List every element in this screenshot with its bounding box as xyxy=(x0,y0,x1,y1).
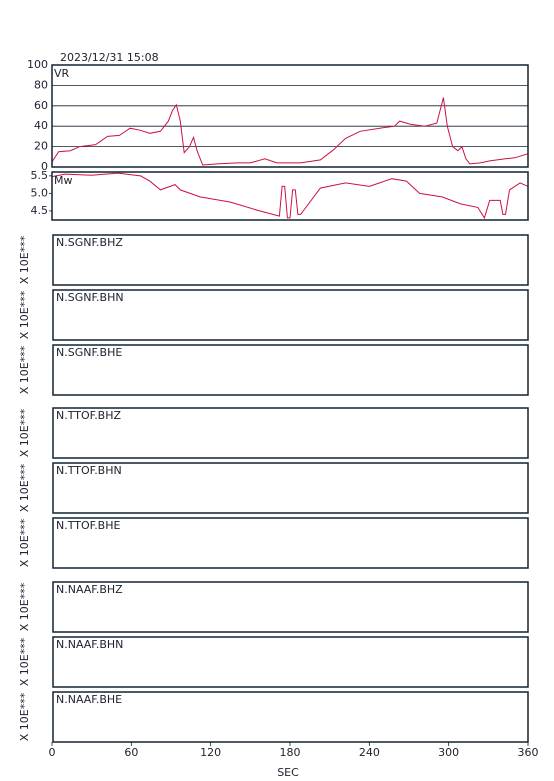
station-label: N.TTOF.BHZ xyxy=(56,409,122,422)
trace xyxy=(51,97,529,166)
x-tick-label: 0 xyxy=(49,746,56,759)
panel-frame xyxy=(51,64,529,168)
waveform-frame xyxy=(52,691,529,743)
y-tick-label: 5.5 xyxy=(31,169,49,182)
unit-label: X 10E*** xyxy=(18,345,31,394)
unit-label: X 10E*** xyxy=(18,692,31,741)
x-tick-label: 120 xyxy=(200,746,221,759)
y-tick-label: 5.0 xyxy=(31,186,49,199)
x-tick-label: 60 xyxy=(124,746,138,759)
unit-label: X 10E*** xyxy=(18,518,31,567)
station-label: N.TTOF.BHN xyxy=(56,464,122,477)
station-label: N.SGNF.BHE xyxy=(56,346,122,359)
y-tick-label: 4.5 xyxy=(31,204,49,217)
waveform-frame xyxy=(52,581,529,633)
x-tick-label: 300 xyxy=(438,746,459,759)
station-label: N.NAAF.BHE xyxy=(56,693,122,706)
station-label: N.NAAF.BHZ xyxy=(56,583,123,596)
unit-label: X 10E*** xyxy=(18,290,31,339)
y-tick-label: 40 xyxy=(34,119,48,132)
y-tick-label: 60 xyxy=(34,99,48,112)
panel-label: VR xyxy=(54,67,70,80)
station-label: N.TTOF.BHE xyxy=(56,519,121,532)
y-tick-label: 80 xyxy=(34,78,48,91)
unit-label: X 10E*** xyxy=(18,235,31,284)
y-tick-label: 100 xyxy=(27,58,48,71)
x-tick-label: 360 xyxy=(518,746,539,759)
waveform-frame xyxy=(52,517,529,569)
unit-label: X 10E*** xyxy=(18,463,31,512)
unit-label: X 10E*** xyxy=(18,637,31,686)
unit-label: X 10E*** xyxy=(18,582,31,631)
unit-label: X 10E*** xyxy=(18,408,31,457)
trace xyxy=(51,172,529,220)
station-label: N.SGNF.BHN xyxy=(56,291,124,304)
y-tick-label: 20 xyxy=(34,140,48,153)
x-axis-label: SEC xyxy=(277,766,299,779)
x-tick-label: 240 xyxy=(359,746,380,759)
waveform-frame xyxy=(52,462,529,514)
station-label: N.NAAF.BHN xyxy=(56,638,123,651)
waveform-frame xyxy=(52,407,529,459)
waveform-frame xyxy=(52,636,529,688)
timestamp: 2023/12/31 15:08 xyxy=(60,51,159,64)
x-tick-label: 180 xyxy=(280,746,301,759)
waveform-frame xyxy=(52,344,529,396)
waveform-frame xyxy=(52,234,529,286)
y-tick-label: 0 xyxy=(41,160,48,173)
station-label: N.SGNF.BHZ xyxy=(56,236,123,249)
panel-frame xyxy=(51,171,529,221)
panel-label: Mw xyxy=(54,174,73,187)
waveform-frame xyxy=(52,289,529,341)
